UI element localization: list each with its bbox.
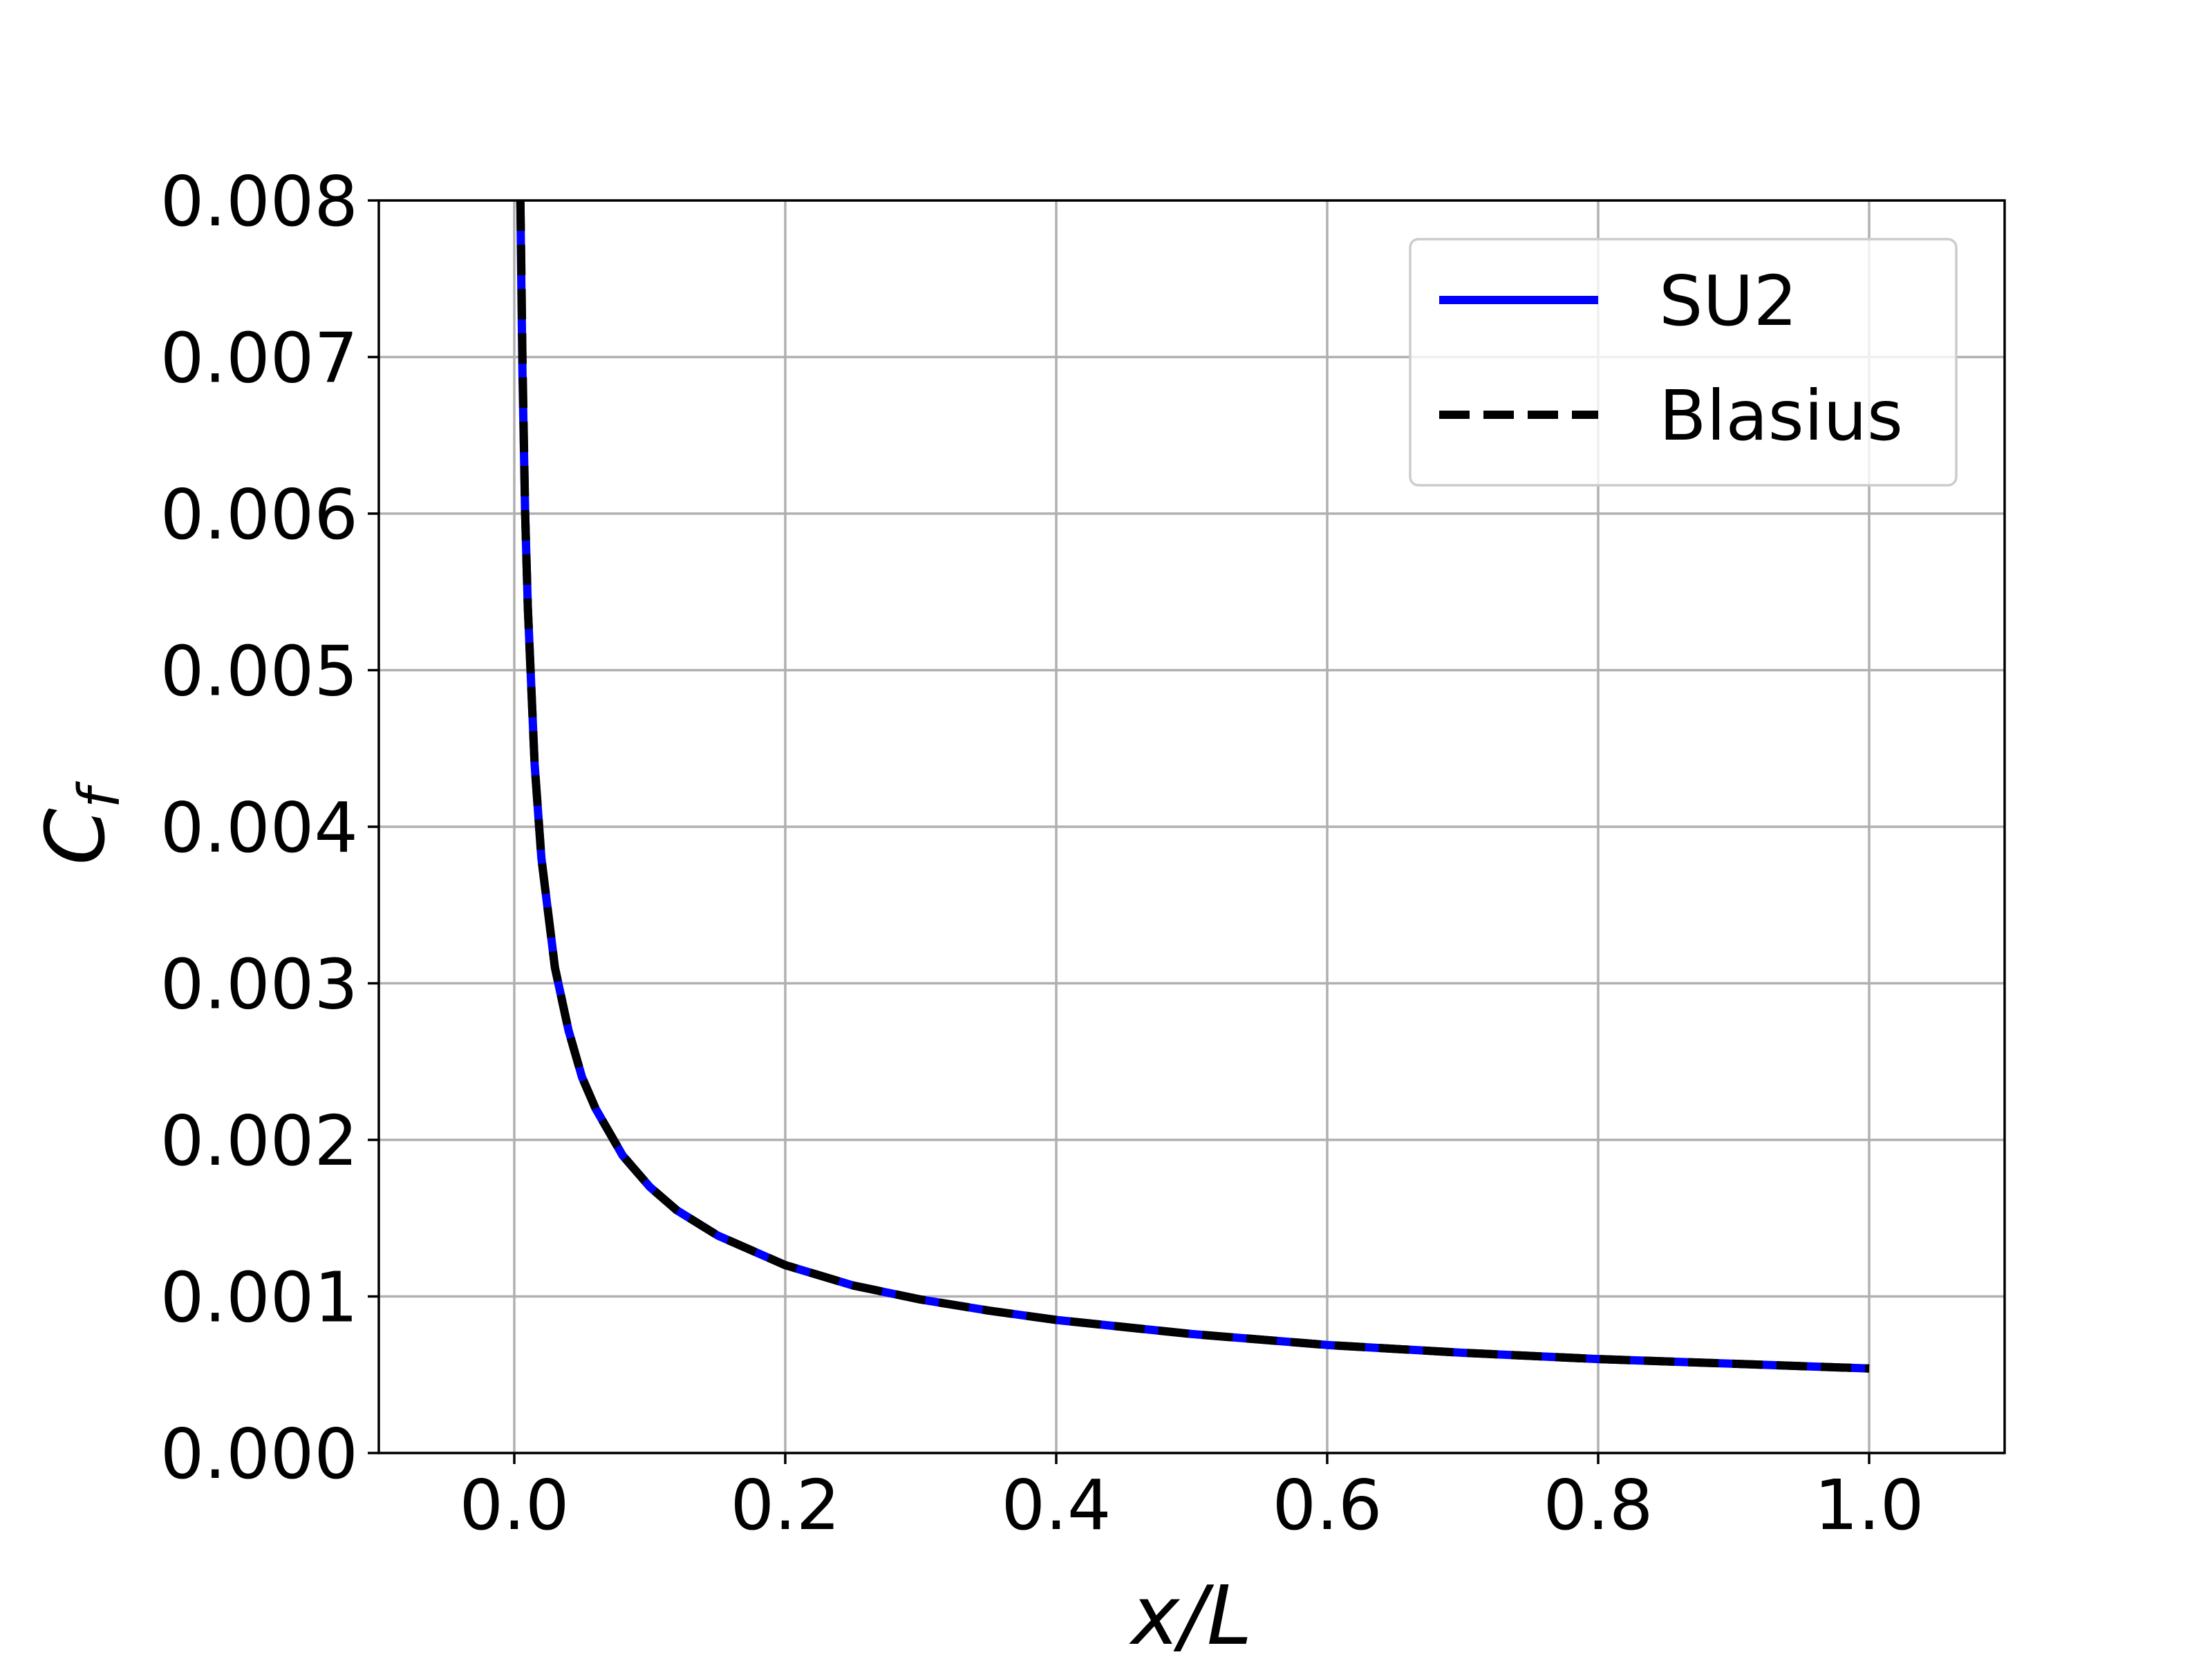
x-tick-label: 0.6: [1272, 1465, 1382, 1546]
y-tick-label: 0.001: [160, 1257, 358, 1338]
x-tick-label: 0.4: [1001, 1465, 1111, 1546]
legend-label-su2: SU2: [1659, 261, 1797, 341]
y-tick-label: 0.006: [160, 474, 358, 555]
y-tick-label: 0.000: [160, 1414, 358, 1494]
y-tick-label: 0.004: [160, 787, 358, 868]
legend-label-blasius: Blasius: [1659, 375, 1903, 456]
y-tick-label: 0.002: [160, 1100, 358, 1181]
data-series: [516, 200, 1870, 1373]
x-tick-label: 0.8: [1543, 1465, 1653, 1546]
y-tick-label: 0.008: [160, 161, 358, 242]
y-tick-label: 0.005: [160, 631, 358, 712]
x-tick-label: 1.0: [1814, 1465, 1924, 1546]
legend: SU2 Blasius: [1409, 238, 1958, 487]
x-tick-label: 0.0: [459, 1465, 569, 1546]
series-line-blasius: [516, 200, 1870, 1373]
y-tick-label: 0.007: [160, 318, 358, 399]
y-axis-title-main: C: [28, 808, 123, 865]
x-axis-title: x/L: [1128, 1568, 1252, 1659]
x-tick-label: 0.2: [730, 1465, 840, 1546]
y-tick-label: 0.003: [160, 944, 358, 1025]
axis-ticks: 0.0 0.2 0.4 0.6 0.8 1.0 0.000 0.001 0.002 0.003 0.…: [160, 161, 1924, 1546]
